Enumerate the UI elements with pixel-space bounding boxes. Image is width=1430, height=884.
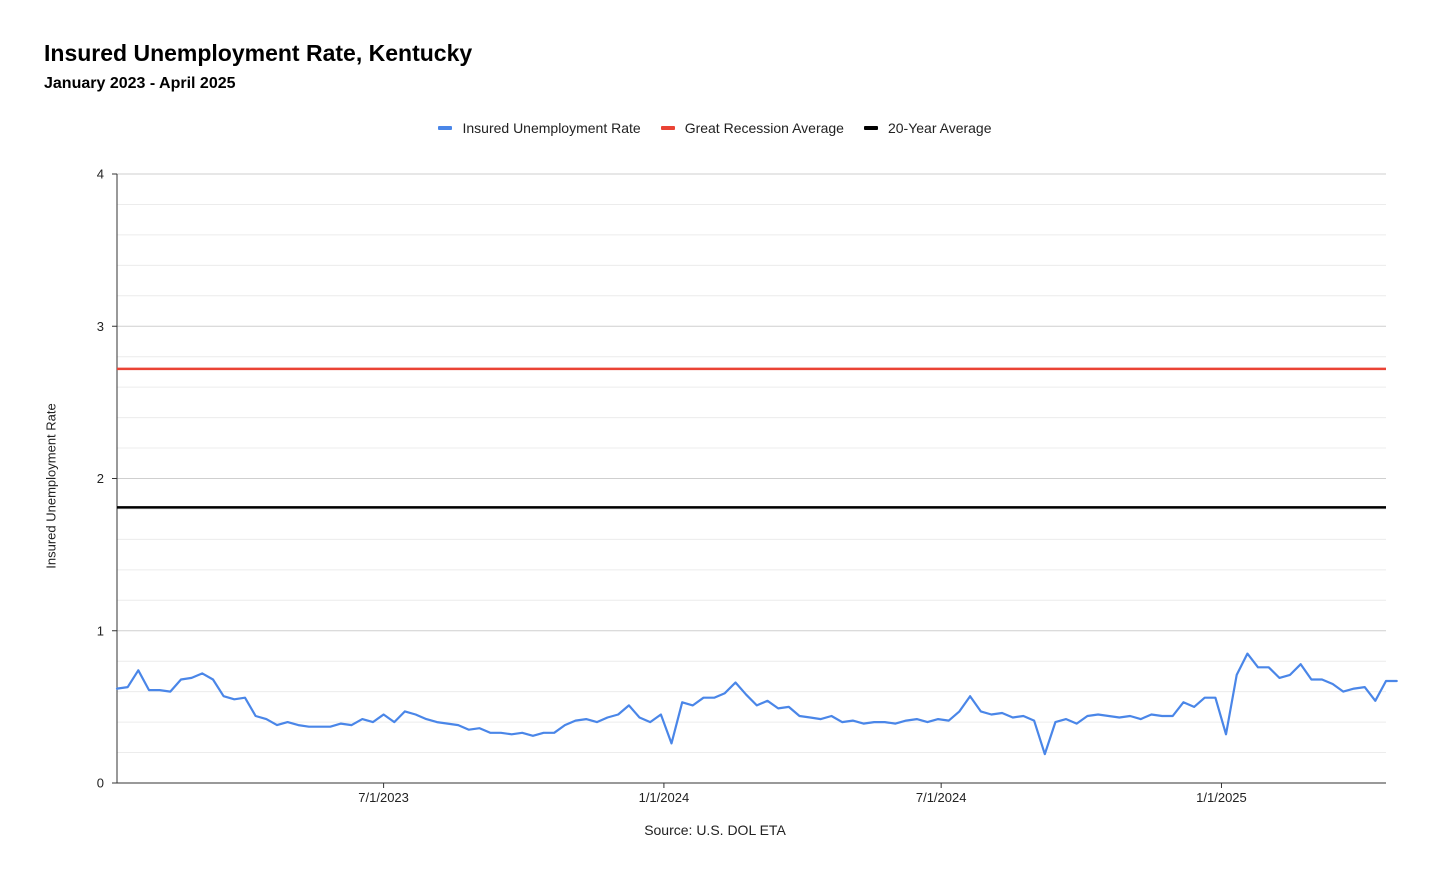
legend-label-20-year: 20-Year Average xyxy=(887,120,992,136)
x-tick-label: 1/1/2025 xyxy=(1196,790,1247,805)
legend-item-insured-rate[interactable]: Insured Unemployment Rate xyxy=(438,120,641,136)
chart-title: Insured Unemployment Rate, Kentucky xyxy=(44,40,473,66)
y-tick-label: 2 xyxy=(97,471,104,486)
legend-item-great-recession[interactable]: Great Recession Average xyxy=(660,120,844,136)
legend-item-20-year[interactable]: 20-Year Average xyxy=(863,120,992,136)
chart-source: Source: U.S. DOL ETA xyxy=(644,822,786,838)
insured-unemployment-rate-line xyxy=(115,652,1398,756)
legend-label-great-recession: Great Recession Average xyxy=(684,120,844,136)
y-tick-label: 3 xyxy=(97,319,104,334)
x-tick-label: 7/1/2024 xyxy=(916,790,967,805)
legend-label-insured-rate: Insured Unemployment Rate xyxy=(462,120,641,136)
y-tick-label: 0 xyxy=(97,776,104,791)
y-tick-label: 4 xyxy=(97,167,104,182)
chart-subtitle: January 2023 - April 2025 xyxy=(44,75,236,92)
legend: Insured Unemployment Rate Great Recessio… xyxy=(0,120,1430,136)
x-tick-label: 1/1/2024 xyxy=(639,790,690,805)
y-tick-label: 1 xyxy=(97,623,104,638)
x-tick-label: 7/1/2023 xyxy=(358,790,409,805)
legend-swatch-insured-rate xyxy=(438,126,453,130)
legend-swatch-20-year xyxy=(863,126,878,130)
legend-swatch-great-recession xyxy=(660,126,675,130)
